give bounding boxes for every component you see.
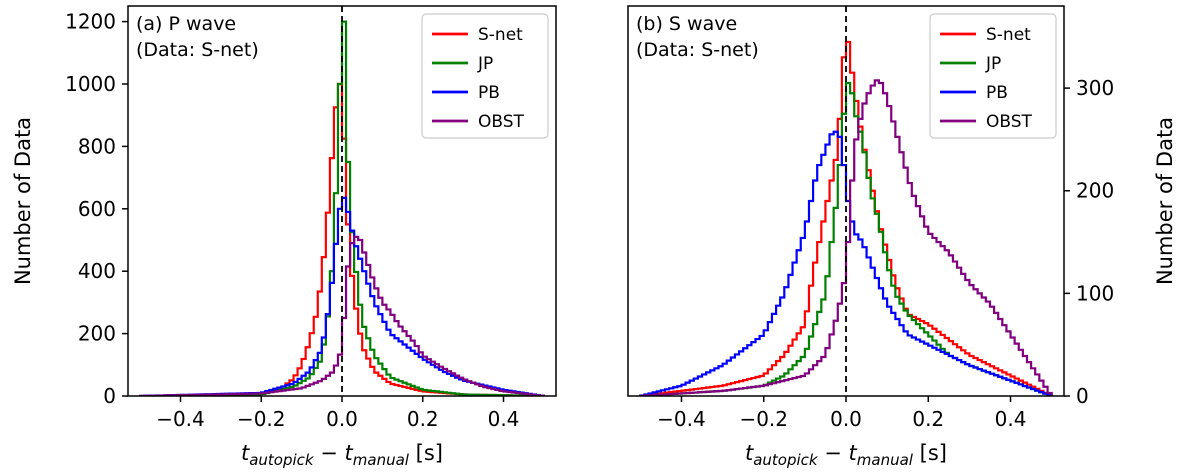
x-tick-label: −0.4: [156, 407, 205, 431]
x-tick-label: −0.2: [237, 407, 286, 431]
y-tick-label: 200: [1076, 179, 1114, 203]
x-axis-label-t1: t: [241, 441, 250, 465]
x-tick-label: 0.4: [995, 407, 1027, 431]
legend-entry-jp: JP: [985, 54, 1001, 74]
y-tick-label: 0: [1076, 384, 1089, 408]
x-axis-label: tautopick − tmanual [s]: [241, 441, 443, 469]
x-axis-label-sub2: manual: [353, 451, 410, 469]
x-axis-label-mid: − t: [818, 441, 858, 465]
legend-entry-pb: PB: [986, 83, 1008, 103]
series-line-pb: [639, 130, 1053, 396]
x-tick-label: −0.4: [657, 407, 706, 431]
y-tick-label: 100: [1076, 281, 1114, 305]
x-axis-label-sub2: manual: [857, 451, 914, 469]
legend-entry-obst: OBST: [478, 112, 525, 132]
x-tick-label: 0.2: [407, 407, 439, 431]
panel-title: (a) P wave: [136, 13, 236, 35]
legend-entry-s-net: S-net: [478, 25, 523, 45]
y-tick-label: 200: [78, 322, 116, 346]
legend-entry-pb: PB: [478, 83, 500, 103]
y-axis-label: Number of Data: [11, 117, 35, 285]
legend-box: [929, 13, 1057, 139]
x-tick-label: 0.0: [830, 407, 862, 431]
panel-subtitle: (Data: S-net): [136, 39, 259, 61]
x-axis-label-mid: − t: [314, 441, 354, 465]
x-tick-label: −0.2: [739, 407, 788, 431]
legend: S-net JP PB OBST: [421, 13, 549, 139]
x-tick-label: 0.2: [912, 407, 944, 431]
x-axis-label-sub1: autopick: [753, 451, 819, 469]
x-axis-label-unit: [s]: [409, 441, 443, 465]
y-tick-label: 800: [78, 134, 116, 158]
y-tick-label: 300: [1076, 76, 1114, 100]
y-axis-label: Number of Data: [1153, 117, 1177, 285]
panel-a: −0.4 −0.2 0.0 0.2 0.4 0 200 400 600 800 1000 1200 Nu…: [11, 5, 557, 469]
x-tick-label: 0.0: [326, 407, 358, 431]
x-axis-label-sub1: autopick: [249, 451, 315, 469]
y-tick-label: 600: [78, 197, 116, 221]
legend-entry-obst: OBST: [986, 112, 1033, 132]
panel-title: (b) S wave: [636, 13, 737, 35]
x-axis-label-t1: t: [745, 441, 754, 465]
x-axis-label-unit: [s]: [913, 441, 947, 465]
x-axis-label: tautopick − tmanual [s]: [745, 441, 947, 469]
y-tick-label: 1200: [65, 10, 116, 34]
y-tick-label: 0: [103, 384, 116, 408]
legend: S-net JP PB OBST: [929, 13, 1057, 139]
panel-subtitle: (Data: S-net): [636, 39, 759, 61]
panel-b: −0.4 −0.2 0.0 0.2 0.4 0 100 200 300 Number of Dat…: [627, 5, 1177, 469]
x-tick-label: 0.4: [488, 407, 520, 431]
y-tick-label: 400: [78, 259, 116, 283]
legend-entry-jp: JP: [477, 54, 493, 74]
series-line-obst: [639, 79, 1053, 396]
legend-entry-s-net: S-net: [986, 25, 1031, 45]
legend-box: [421, 13, 549, 139]
y-tick-label: 1000: [65, 72, 116, 96]
